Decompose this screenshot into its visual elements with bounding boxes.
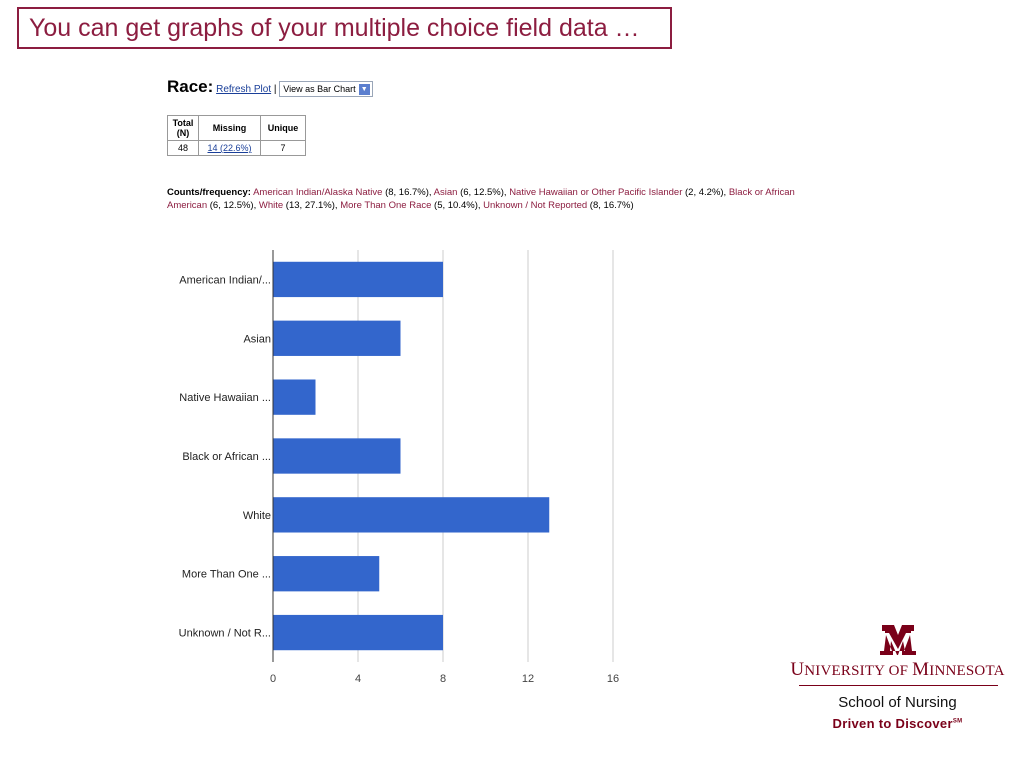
refresh-plot-link[interactable]: Refresh Plot xyxy=(216,84,272,95)
stats-total-value: 48 xyxy=(167,140,199,156)
university-logo: UNIVERSITY OF MINNESOTA School of Nursin… xyxy=(790,625,1005,731)
x-tick-label: 0 xyxy=(270,673,276,685)
category-label: White xyxy=(243,510,271,522)
category-label: Asian xyxy=(243,333,271,345)
stats-value-row: 48 14 (22.6%) 7 xyxy=(167,140,306,156)
counts-category: White xyxy=(258,200,284,211)
view-type-value: View as Bar Chart xyxy=(283,84,356,95)
tagline: Driven to DiscoverSM xyxy=(790,716,1005,731)
x-tick-label: 8 xyxy=(440,673,446,685)
tagline-mark: SM xyxy=(952,718,963,725)
counts-value: (13, 27.1%), xyxy=(283,200,341,211)
tagline-text: Driven to Discover xyxy=(832,716,953,731)
header-separator: | xyxy=(273,84,277,95)
category-label: Unknown / Not R... xyxy=(179,628,271,640)
bar xyxy=(273,438,401,474)
counts-category: American Indian/Alaska Native xyxy=(253,187,383,198)
counts-label: Counts/frequency: xyxy=(167,187,251,198)
stats-unique-value: 7 xyxy=(260,140,306,156)
category-label: Native Hawaiian ... xyxy=(179,392,271,404)
stats-header-total-label: Total (N) xyxy=(172,118,194,138)
counts-category: Black or African American xyxy=(167,187,795,211)
chevron-down-icon[interactable]: ▼ xyxy=(358,84,370,96)
school-name: School of Nursing xyxy=(838,694,957,711)
x-tick-label: 12 xyxy=(522,673,534,685)
slide-title: You can get graphs of your multiple choi… xyxy=(17,7,672,49)
stats-table: Total (N) Missing Unique 48 14 (22.6%) 7 xyxy=(167,115,306,156)
counts-value: (8, 16.7%), xyxy=(382,187,434,198)
field-name: Race: xyxy=(167,77,214,96)
counts-value: (6, 12.5%), xyxy=(457,187,510,198)
bar xyxy=(273,379,316,415)
stats-header-unique: Unique xyxy=(260,115,306,141)
counts-category: Native Hawaiian or Other Pacific Islande… xyxy=(509,187,683,198)
bar xyxy=(273,614,443,651)
counts-category: Asian xyxy=(433,187,458,198)
counts-value: (6, 12.5%), xyxy=(207,200,259,211)
bar xyxy=(273,556,380,592)
bar xyxy=(273,497,550,533)
bar xyxy=(273,261,443,298)
view-type-select[interactable]: View as Bar Chart ▼ xyxy=(279,81,373,98)
bar xyxy=(273,320,401,356)
logo-divider xyxy=(799,685,998,686)
stats-header-total: Total (N) xyxy=(167,115,199,141)
counts-value: (8, 16.7%) xyxy=(587,200,634,211)
stats-missing-cell: 14 (22.6%) xyxy=(198,140,261,156)
stats-missing-link[interactable]: 14 (22.6%) xyxy=(207,143,252,153)
university-name: UNIVERSITY OF MINNESOTA xyxy=(790,659,1005,680)
counts-value: (2, 4.2%), xyxy=(682,187,729,198)
counts-category: More Than One Race xyxy=(340,200,432,211)
category-label: Black or African ... xyxy=(182,451,271,463)
x-tick-label: 16 xyxy=(607,673,619,685)
category-label: American Indian/... xyxy=(179,274,271,286)
bar-chart: 0 4 8 12 16 American Indian/... Asian Native Ha… xyxy=(179,250,619,685)
counts-value: (5, 10.4%), xyxy=(431,200,484,211)
field-header: Race: Refresh Plot | View as Bar Chart ▼ xyxy=(167,77,373,98)
category-label: More Than One ... xyxy=(182,569,271,581)
stats-header-missing: Missing xyxy=(198,115,261,141)
counts-list: American Indian/Alaska Native (8, 16.7%)… xyxy=(167,187,795,211)
block-m-logo-icon xyxy=(879,625,916,655)
stats-header-row: Total (N) Missing Unique xyxy=(167,115,306,141)
counts-frequency: Counts/frequency: American Indian/Alaska… xyxy=(167,186,797,212)
x-tick-label: 4 xyxy=(355,673,361,685)
counts-category: Unknown / Not Reported xyxy=(483,200,588,211)
